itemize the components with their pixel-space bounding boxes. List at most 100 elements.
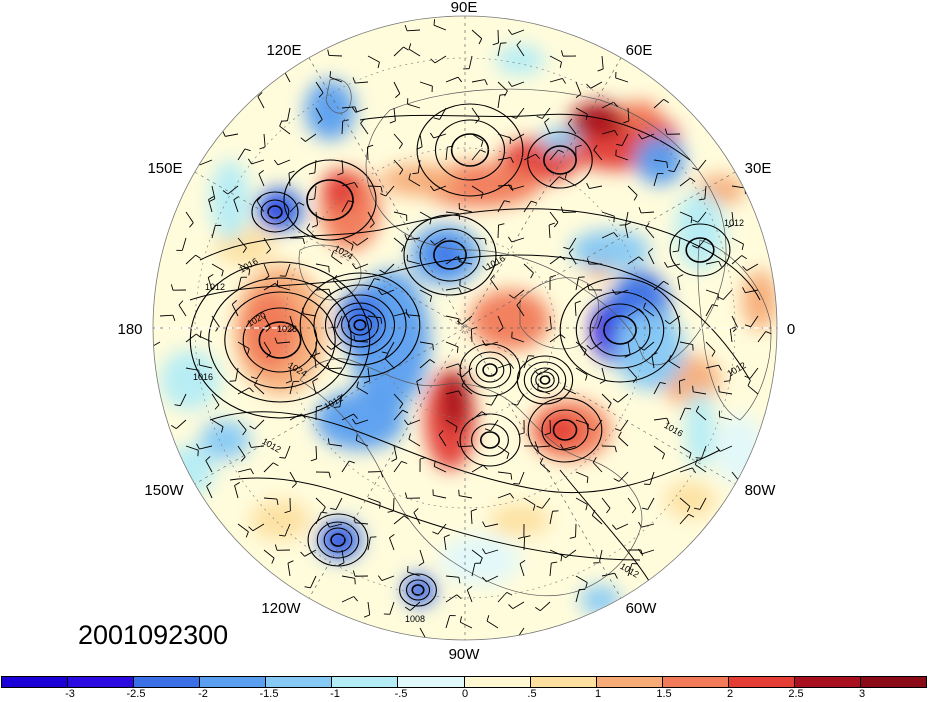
wind-barb: [445, 211, 459, 215]
wind-barb-flag: [171, 424, 177, 430]
isobar: [359, 113, 691, 161]
wind-barb-flag: [369, 223, 375, 228]
wind-barb-flag: [242, 247, 247, 254]
wind-barb: [549, 176, 560, 187]
wind-barb: [416, 381, 421, 395]
wind-barb-flag: [663, 280, 669, 285]
isobar: [535, 371, 555, 389]
wind-barb-flag: [457, 76, 463, 83]
wind-barb: [513, 289, 525, 299]
wind-barb-flag: [250, 376, 257, 380]
wind-barb-flag: [506, 453, 510, 460]
wind-barb-flag: [430, 240, 436, 245]
isobar: [434, 119, 506, 181]
wind-barb: [647, 252, 655, 265]
wind-barb-flag: [645, 222, 650, 229]
wind-barb: [516, 393, 525, 406]
wind-barb-flag: [479, 557, 483, 564]
wind-barb: [434, 466, 447, 473]
wind-barb: [206, 485, 213, 499]
wind-barb-flag: [510, 473, 513, 480]
wind-barb-flag: [222, 130, 226, 137]
wind-barb: [237, 468, 251, 473]
wind-barb: [575, 277, 580, 291]
wind-barb-flag: [575, 144, 582, 148]
wind-barb: [625, 211, 629, 225]
wind-barb-flag: [510, 157, 514, 164]
wind-barb: [705, 304, 713, 317]
wind-barb: [329, 76, 343, 83]
wind-barb-flag: [413, 508, 419, 513]
wind-barb: [749, 367, 759, 379]
wind-barb: [258, 173, 265, 187]
wind-barb-flag: [412, 172, 419, 175]
isobar: [306, 179, 354, 221]
wind-barb: [314, 159, 317, 173]
wind-barb: [497, 224, 499, 239]
wind-barb-flag: [692, 245, 698, 249]
wind-barb-flag: [381, 351, 388, 354]
wind-barb-flag: [404, 606, 411, 611]
wind-barb: [393, 211, 407, 216]
wind-barb-flag: [321, 511, 328, 514]
wind-barb-flag: [401, 246, 405, 252]
wind-barb: [408, 178, 421, 187]
anomaly-blob: [470, 290, 550, 350]
wind-barb-flag: [597, 68, 604, 72]
wind-barb-flag: [330, 507, 337, 510]
wind-barb: [445, 594, 458, 603]
colorbar-swatch: [332, 677, 399, 687]
wind-barb-flag: [623, 120, 630, 124]
wind-barb: [237, 523, 249, 533]
wind-barb: [159, 314, 174, 317]
anomaly-blob: [200, 420, 250, 460]
wind-barb: [185, 445, 199, 451]
wind-barb-flag: [659, 382, 666, 385]
wind-barb-flag: [486, 615, 490, 622]
wind-barb: [538, 367, 551, 376]
wind-barb-flag: [591, 509, 596, 516]
wind-barb-flag: [480, 149, 486, 153]
isobar: [316, 521, 360, 559]
wind-barb-flag: [484, 428, 491, 432]
date-label: 2001092300: [78, 620, 229, 650]
wind-barb-flag: [308, 172, 315, 175]
wind-barb: [653, 173, 658, 187]
wind-barb-flag: [429, 185, 435, 191]
wind-barb-flag: [508, 136, 514, 142]
wind-barb: [601, 367, 606, 381]
wind-barb-flag: [403, 46, 409, 51]
contour-value-label: 1012: [205, 282, 225, 292]
wind-barb-flag: [588, 427, 595, 431]
wind-barb: [627, 308, 640, 317]
wind-barb-flag: [355, 434, 358, 441]
wind-barb-flag: [506, 591, 513, 596]
wind-barb-flag: [637, 548, 643, 555]
wind-barb: [315, 107, 323, 120]
wind-barb: [445, 575, 459, 578]
wind-barb: [549, 55, 562, 63]
wind-barb: [407, 314, 421, 317]
wind-barb: [677, 277, 681, 291]
isobar: [258, 321, 302, 359]
wind-barb: [704, 185, 707, 199]
wind-barb: [486, 263, 499, 271]
wind-barb-flag: [312, 378, 319, 382]
wind-barb-flag: [693, 507, 700, 510]
wind-barb: [437, 523, 447, 535]
wind-barb: [575, 589, 580, 603]
wind-barb: [549, 77, 563, 83]
colorbar-swatch: [596, 677, 663, 687]
pressure-contours: [189, 103, 761, 607]
wind-barb-flag: [433, 19, 436, 26]
wind-barb: [641, 523, 655, 528]
anomaly-blob: [242, 290, 298, 370]
wind-barb: [645, 227, 655, 239]
wind-barb-flag: [535, 153, 540, 160]
wind-barb-flag: [583, 349, 587, 356]
wind-barb: [287, 563, 291, 577]
wind-barb-flag: [498, 327, 504, 333]
wind-barb-flag: [612, 398, 619, 403]
wind-barb: [705, 260, 719, 265]
wind-barb: [575, 497, 588, 505]
